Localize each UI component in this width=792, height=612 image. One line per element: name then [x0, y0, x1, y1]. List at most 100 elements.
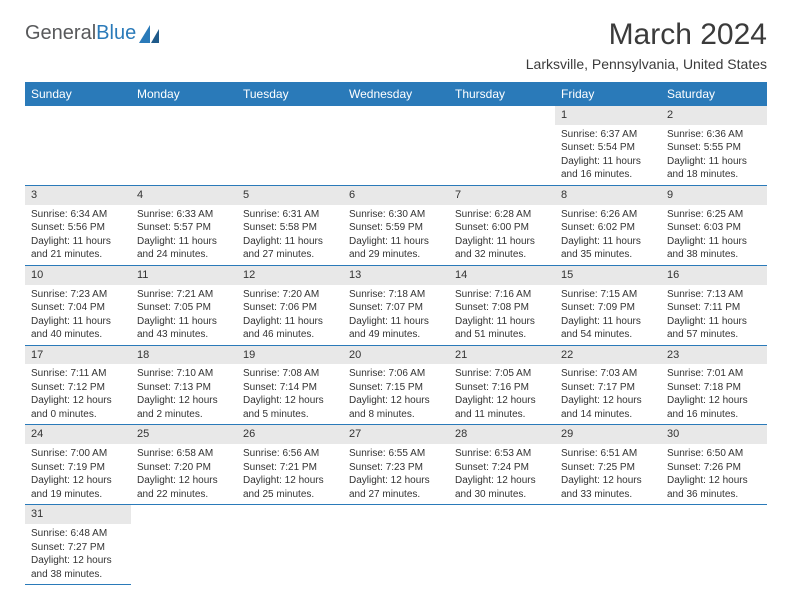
- calendar-day-cell: 2Sunrise: 6:36 AMSunset: 5:55 PMDaylight…: [661, 106, 767, 185]
- sunset-text: Sunset: 6:00 PM: [455, 221, 549, 235]
- calendar-empty-cell: [555, 505, 661, 585]
- day-number: 21: [449, 346, 555, 365]
- sunrise-text: Sunrise: 7:21 AM: [137, 288, 231, 302]
- day-body: Sunrise: 6:30 AMSunset: 5:59 PMDaylight:…: [343, 205, 449, 265]
- sunset-text: Sunset: 6:02 PM: [561, 221, 655, 235]
- day-number: 7: [449, 186, 555, 205]
- day-body: Sunrise: 6:53 AMSunset: 7:24 PMDaylight:…: [449, 444, 555, 504]
- day-number: 25: [131, 425, 237, 444]
- calendar-day-cell: 1Sunrise: 6:37 AMSunset: 5:54 PMDaylight…: [555, 106, 661, 185]
- calendar-empty-cell: [237, 505, 343, 585]
- day-header-row: Sunday Monday Tuesday Wednesday Thursday…: [25, 82, 767, 106]
- daylight-text: Daylight: 12 hours and 33 minutes.: [561, 474, 655, 501]
- sunrise-text: Sunrise: 6:31 AM: [243, 208, 337, 222]
- location-subtitle: Larksville, Pennsylvania, United States: [526, 56, 767, 72]
- day-body: Sunrise: 7:03 AMSunset: 7:17 PMDaylight:…: [555, 364, 661, 424]
- daylight-text: Daylight: 12 hours and 30 minutes.: [455, 474, 549, 501]
- sunset-text: Sunset: 7:26 PM: [667, 461, 761, 475]
- logo-text-1: General: [25, 22, 96, 45]
- day-number: 6: [343, 186, 449, 205]
- sunrise-text: Sunrise: 6:36 AM: [667, 128, 761, 142]
- day-body: Sunrise: 7:01 AMSunset: 7:18 PMDaylight:…: [661, 364, 767, 424]
- sunrise-text: Sunrise: 6:56 AM: [243, 447, 337, 461]
- calendar-day-cell: 17Sunrise: 7:11 AMSunset: 7:12 PMDayligh…: [25, 345, 131, 425]
- calendar-day-cell: 24Sunrise: 7:00 AMSunset: 7:19 PMDayligh…: [25, 425, 131, 505]
- day-body: Sunrise: 7:21 AMSunset: 7:05 PMDaylight:…: [131, 285, 237, 345]
- calendar-day-cell: 30Sunrise: 6:50 AMSunset: 7:26 PMDayligh…: [661, 425, 767, 505]
- daylight-text: Daylight: 12 hours and 38 minutes.: [31, 554, 125, 581]
- calendar-day-cell: 20Sunrise: 7:06 AMSunset: 7:15 PMDayligh…: [343, 345, 449, 425]
- day-header: Tuesday: [237, 82, 343, 106]
- day-number: 13: [343, 266, 449, 285]
- day-body: Sunrise: 6:58 AMSunset: 7:20 PMDaylight:…: [131, 444, 237, 504]
- sunset-text: Sunset: 7:21 PM: [243, 461, 337, 475]
- day-body: Sunrise: 7:20 AMSunset: 7:06 PMDaylight:…: [237, 285, 343, 345]
- day-number: 2: [661, 106, 767, 125]
- calendar-empty-cell: [449, 106, 555, 185]
- sunset-text: Sunset: 5:57 PM: [137, 221, 231, 235]
- sunrise-text: Sunrise: 7:11 AM: [31, 367, 125, 381]
- calendar-week-row: 3Sunrise: 6:34 AMSunset: 5:56 PMDaylight…: [25, 185, 767, 265]
- day-body: Sunrise: 7:15 AMSunset: 7:09 PMDaylight:…: [555, 285, 661, 345]
- sunrise-text: Sunrise: 7:23 AM: [31, 288, 125, 302]
- day-number: 12: [237, 266, 343, 285]
- day-body: Sunrise: 7:06 AMSunset: 7:15 PMDaylight:…: [343, 364, 449, 424]
- day-number: 18: [131, 346, 237, 365]
- sunset-text: Sunset: 7:15 PM: [349, 381, 443, 395]
- sunset-text: Sunset: 5:56 PM: [31, 221, 125, 235]
- day-header: Wednesday: [343, 82, 449, 106]
- day-number: 20: [343, 346, 449, 365]
- calendar-day-cell: 11Sunrise: 7:21 AMSunset: 7:05 PMDayligh…: [131, 265, 237, 345]
- day-number: 30: [661, 425, 767, 444]
- sunrise-text: Sunrise: 7:08 AM: [243, 367, 337, 381]
- calendar-empty-cell: [449, 505, 555, 585]
- calendar-day-cell: 18 Sunrise: 7:10 AMSunset: 7:13 PMDayligh…: [131, 345, 237, 425]
- day-number: 29: [555, 425, 661, 444]
- day-number: 3: [25, 186, 131, 205]
- day-body: Sunrise: 6:55 AMSunset: 7:23 PMDaylight:…: [343, 444, 449, 504]
- calendar-day-cell: 28Sunrise: 6:53 AMSunset: 7:24 PMDayligh…: [449, 425, 555, 505]
- sunrise-text: Sunrise: 7:01 AM: [667, 367, 761, 381]
- day-number: 23: [661, 346, 767, 365]
- daylight-text: Daylight: 11 hours and 16 minutes.: [561, 155, 655, 182]
- day-number: 16: [661, 266, 767, 285]
- calendar-week-row: 31Sunrise: 6:48 AMSunset: 7:27 PMDayligh…: [25, 505, 767, 585]
- sunset-text: Sunset: 7:07 PM: [349, 301, 443, 315]
- day-number: 9: [661, 186, 767, 205]
- sunrise-text: Sunrise: 7:13 AM: [667, 288, 761, 302]
- daylight-text: Daylight: 11 hours and 32 minutes.: [455, 235, 549, 262]
- day-number: 28: [449, 425, 555, 444]
- daylight-text: Daylight: 11 hours and 46 minutes.: [243, 315, 337, 342]
- day-number: 31: [25, 505, 131, 524]
- sunset-text: Sunset: 7:12 PM: [31, 381, 125, 395]
- calendar-empty-cell: [237, 106, 343, 185]
- day-body: Sunrise: 6:28 AMSunset: 6:00 PMDaylight:…: [449, 205, 555, 265]
- sunrise-text: Sunrise: 7:20 AM: [243, 288, 337, 302]
- calendar-table: Sunday Monday Tuesday Wednesday Thursday…: [25, 82, 767, 585]
- sunrise-text: Sunrise: 7:10 AM: [137, 367, 231, 381]
- day-header: Friday: [555, 82, 661, 106]
- sunset-text: Sunset: 7:08 PM: [455, 301, 549, 315]
- day-number: 27: [343, 425, 449, 444]
- calendar-day-cell: 6Sunrise: 6:30 AMSunset: 5:59 PMDaylight…: [343, 185, 449, 265]
- sunrise-text: Sunrise: 7:03 AM: [561, 367, 655, 381]
- day-header: Saturday: [661, 82, 767, 106]
- calendar-week-row: 24Sunrise: 7:00 AMSunset: 7:19 PMDayligh…: [25, 425, 767, 505]
- calendar-day-cell: 4Sunrise: 6:33 AMSunset: 5:57 PMDaylight…: [131, 185, 237, 265]
- calendar-day-cell: 19Sunrise: 7:08 AMSunset: 7:14 PMDayligh…: [237, 345, 343, 425]
- day-number: 4: [131, 186, 237, 205]
- sunset-text: Sunset: 6:03 PM: [667, 221, 761, 235]
- calendar-day-cell: 7Sunrise: 6:28 AMSunset: 6:00 PMDaylight…: [449, 185, 555, 265]
- daylight-text: Daylight: 12 hours and 2 minutes.: [137, 394, 231, 421]
- sunset-text: Sunset: 7:16 PM: [455, 381, 549, 395]
- day-number: 5: [237, 186, 343, 205]
- logo: GeneralBlue: [25, 22, 161, 45]
- calendar-day-cell: 25Sunrise: 6:58 AMSunset: 7:20 PMDayligh…: [131, 425, 237, 505]
- calendar-day-cell: 16Sunrise: 7:13 AMSunset: 7:11 PMDayligh…: [661, 265, 767, 345]
- sunrise-text: Sunrise: 7:18 AM: [349, 288, 443, 302]
- sunset-text: Sunset: 7:13 PM: [137, 381, 231, 395]
- calendar-day-cell: 31Sunrise: 6:48 AMSunset: 7:27 PMDayligh…: [25, 505, 131, 585]
- calendar-day-cell: 10Sunrise: 7:23 AMSunset: 7:04 PMDayligh…: [25, 265, 131, 345]
- daylight-text: Daylight: 12 hours and 25 minutes.: [243, 474, 337, 501]
- daylight-text: Daylight: 11 hours and 40 minutes.: [31, 315, 125, 342]
